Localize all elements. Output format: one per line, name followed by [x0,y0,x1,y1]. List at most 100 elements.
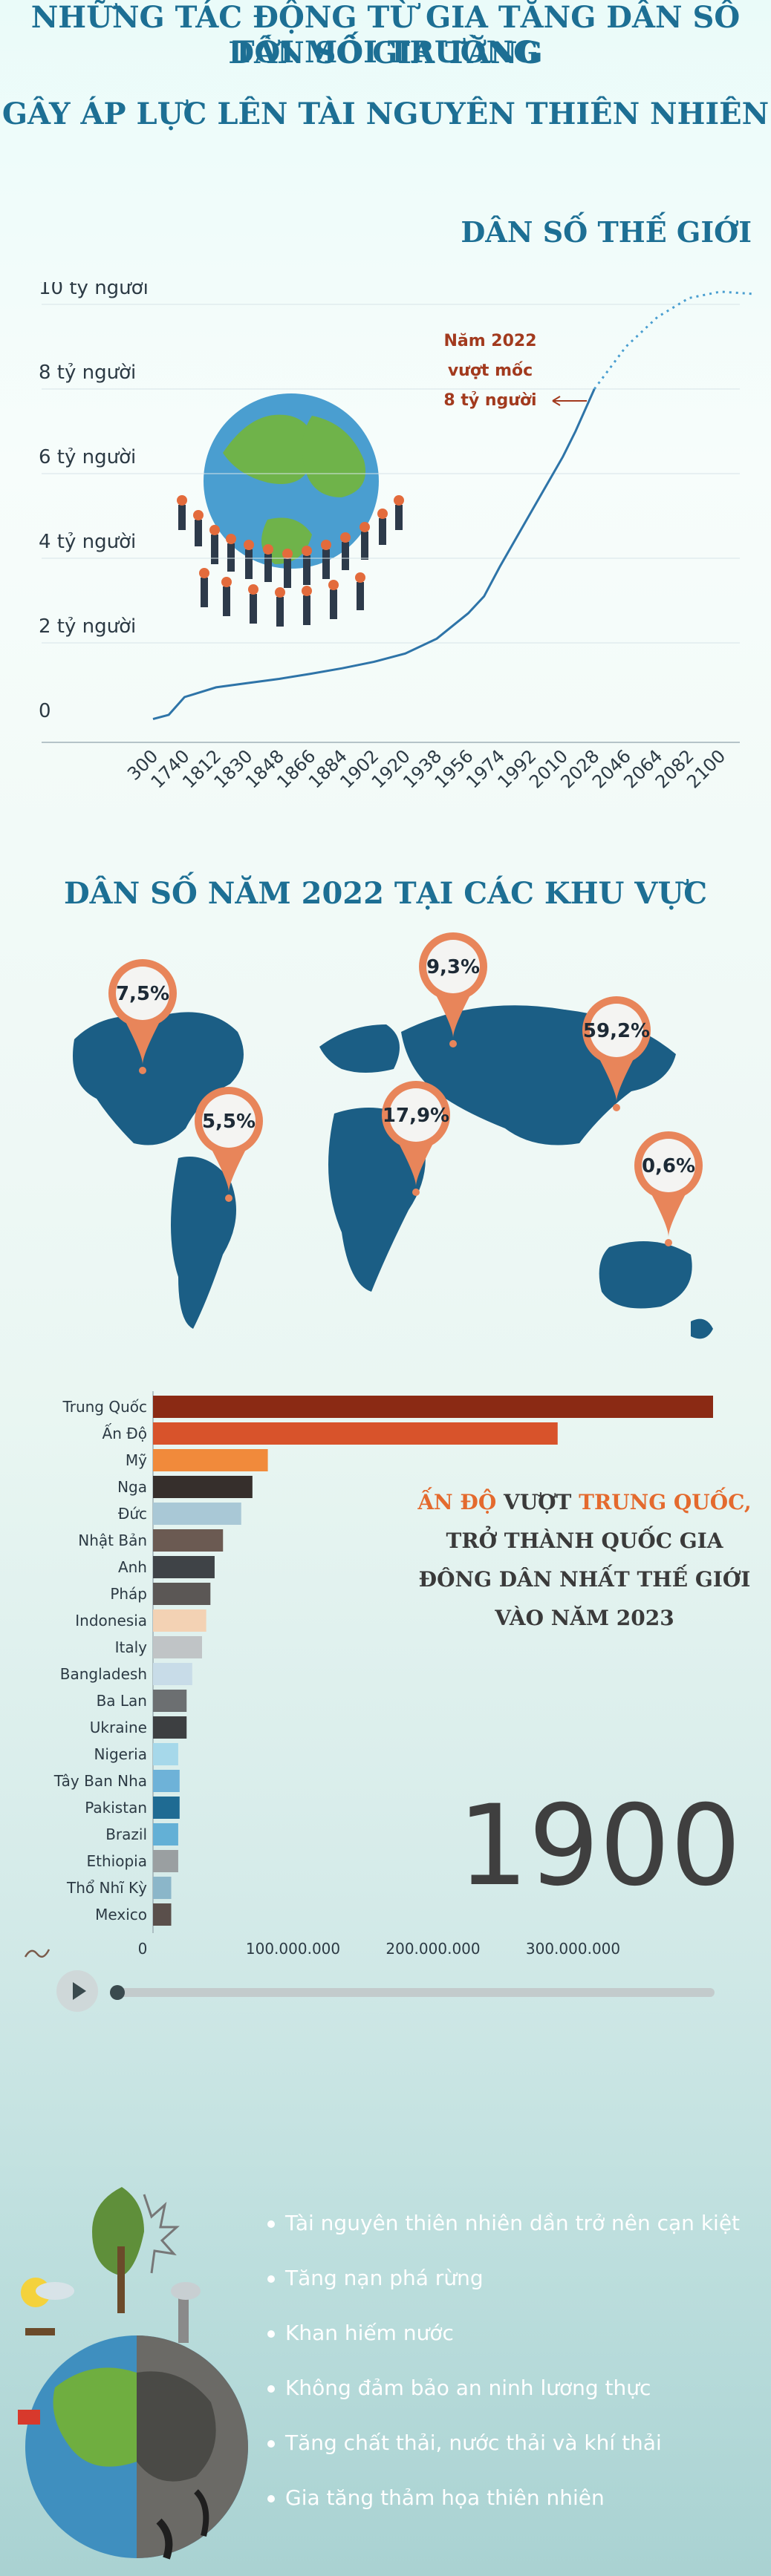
bar [153,1503,241,1525]
y-tick-label: 0 [39,700,51,722]
bar-category-label: Ethiopia [87,1852,147,1870]
region-pin-label: 17,9% [383,1105,449,1127]
bar [153,1636,202,1658]
bar-category-label: Nga [117,1478,147,1496]
region-pin: 9,3% [419,932,487,1047]
callout-india: ẤN ĐỘ [417,1490,497,1514]
timeline-slider-handle[interactable] [110,1985,125,2000]
bar-category-label: Pháp [110,1585,147,1603]
annotation-arrow-head [552,396,561,406]
bar-category-label: Ba Lan [97,1692,147,1710]
region-pin-label: 7,5% [116,983,169,1005]
play-button[interactable] [56,1970,98,2012]
region-pin-label: 0,6% [642,1155,695,1177]
impact-title-line2: TỚI MÔI TRƯỜNG [232,35,539,70]
bar-x-tick-label: 100.000.000 [246,1940,340,1958]
population-line-projection [593,290,752,390]
bullet-icon [267,2495,275,2503]
bar [153,1583,211,1605]
bar [153,1797,180,1819]
bar-category-label: Bangladesh [60,1665,147,1683]
bar [153,1663,192,1685]
y-tick-label: 10 tỷ người [39,282,149,299]
bar-x-tick-label: 0 [138,1940,148,1958]
globe-crowd-illustration [177,393,404,627]
bar [153,1556,215,1578]
region-pin-label: 59,2% [583,1020,650,1042]
region-pin-label: 9,3% [426,956,480,978]
bar-category-label: Anh [118,1558,147,1576]
y-tick-labels: 0 2 tỷ người 4 tỷ người 6 tỷ người 8 tỷ ngườ… [39,282,149,722]
region-pin: 59,2% [582,996,651,1111]
bar-category-label: Nhật Bản [78,1531,147,1549]
x-tick-labels: 3001740181218301848186618841902192019381… [123,745,729,792]
impact-item-text: Khan hiếm nước [285,2321,454,2345]
population-line-historic [152,388,596,721]
callout-line4: VÀO NĂM 2023 [495,1606,674,1630]
impact-item: Gia tăng thảm họa thiên nhiên [267,2485,605,2510]
impact-title-line1: NHỮNG TÁC ĐỘNG TỪ GIA TĂNG DÂN SỐ [30,0,741,35]
impact-item: Không đảm bảo an ninh lương thực [267,2376,651,2400]
impact-item-text: Không đảm bảo an ninh lương thực [285,2376,651,2400]
bar [153,1743,178,1765]
country-population-bar-chart: Trung Quốc Ấn Độ Mỹ Nga Đức Nhật Bản Anh Pháp In… [53,1391,713,1958]
y-tick-label: 4 tỷ người [39,531,136,553]
bar-category-label: Pakistan [85,1799,147,1817]
bar-category-label: Trung Quốc [62,1398,147,1416]
world-map: 7,5% 9,3% 59,2% 5,5% 17,9% 0,6% [73,932,713,1339]
callout-china: TRUNG QUỐC, [579,1490,752,1514]
bar-category-label: Mỹ [126,1451,147,1469]
bullet-icon [267,2330,275,2338]
bar-category-label: Nigeria [94,1745,147,1763]
bar-category-label: Tây Ban Nha [53,1772,147,1790]
bar [153,1422,558,1445]
region-pin: 0,6% [634,1131,703,1246]
impact-item-text: Tăng chất thải, nước thải và khí thải [285,2430,662,2455]
bar-x-tick-label: 300.000.000 [526,1940,620,1958]
bar-category-label: Ấn Độ [103,1424,147,1442]
india-callout: ẤN ĐỘ VƯỢT TRUNG QUỐC, TRỞ THÀNH QUỐC GI… [410,1483,759,1638]
region-pin: 7,5% [108,959,177,1074]
bullet-icon [267,2220,275,2228]
bar [153,1396,713,1418]
annotation-line2: vượt mốc [448,362,533,380]
bullet-icon [267,2385,275,2393]
bar-x-tick-label: 200.000.000 [386,1940,480,1958]
timeline-slider[interactable] [113,1988,715,1997]
bar [153,1476,253,1498]
bar-category-label: Ukraine [90,1719,147,1736]
impact-item: Tăng nạn phá rừng [267,2266,484,2290]
callout-vuot: VƯỢT [496,1490,579,1514]
bullet-icon [267,2440,275,2448]
impact-item-text: Tăng nạn phá rừng [285,2266,484,2290]
bullet-icon [267,2275,275,2283]
bar-category-label: Thổ Nhĩ Kỳ [66,1879,147,1897]
regions-title: DÂN SỐ NĂM 2022 TẠI CÁC KHU VỰC [63,876,708,911]
bars [153,1396,713,1926]
impact-item-text: Gia tăng thảm họa thiên nhiên [285,2485,605,2510]
bar [153,1850,178,1872]
continents [73,1005,713,1339]
bar-category-label: Mexico [95,1906,147,1923]
bar [153,1770,180,1792]
y-tick-label: 6 tỷ người [39,446,136,468]
gridlines [42,304,740,644]
annotation-line1: Năm 2022 [443,332,536,350]
header-line1: DÂN SỐ GIA TĂNG [228,36,543,71]
race-year: 1900 [458,1782,741,1911]
region-pin: 17,9% [382,1081,450,1196]
bar [153,1903,172,1926]
bar-category-label: Đức [118,1505,147,1523]
world-population-chart: 0 2 tỷ người 4 tỷ người 6 tỷ người 8 tỷ ngườ… [39,282,752,792]
impact-item: Tài nguyên thiên nhiên dần trở nên cạn k… [267,2211,740,2235]
callout-line2: TRỞ THÀNH QUỐC GIA [446,1529,723,1553]
bar-x-tick-labels: 0 100.000.000 200.000.000 300.000.000 [138,1940,620,1958]
bar-category-label: Indonesia [75,1612,147,1629]
impact-item: Khan hiếm nước [267,2321,454,2345]
bar [153,1529,224,1552]
world-chart-title: DÂN SỐ THẾ GIỚI [461,215,752,249]
impact-item: Tăng chất thải, nước thải và khí thải [267,2430,662,2455]
callout-line3: ĐÔNG DÂN NHẤT THẾ GIỚI [418,1567,751,1592]
bar [153,1823,178,1846]
bar [153,1877,172,1899]
